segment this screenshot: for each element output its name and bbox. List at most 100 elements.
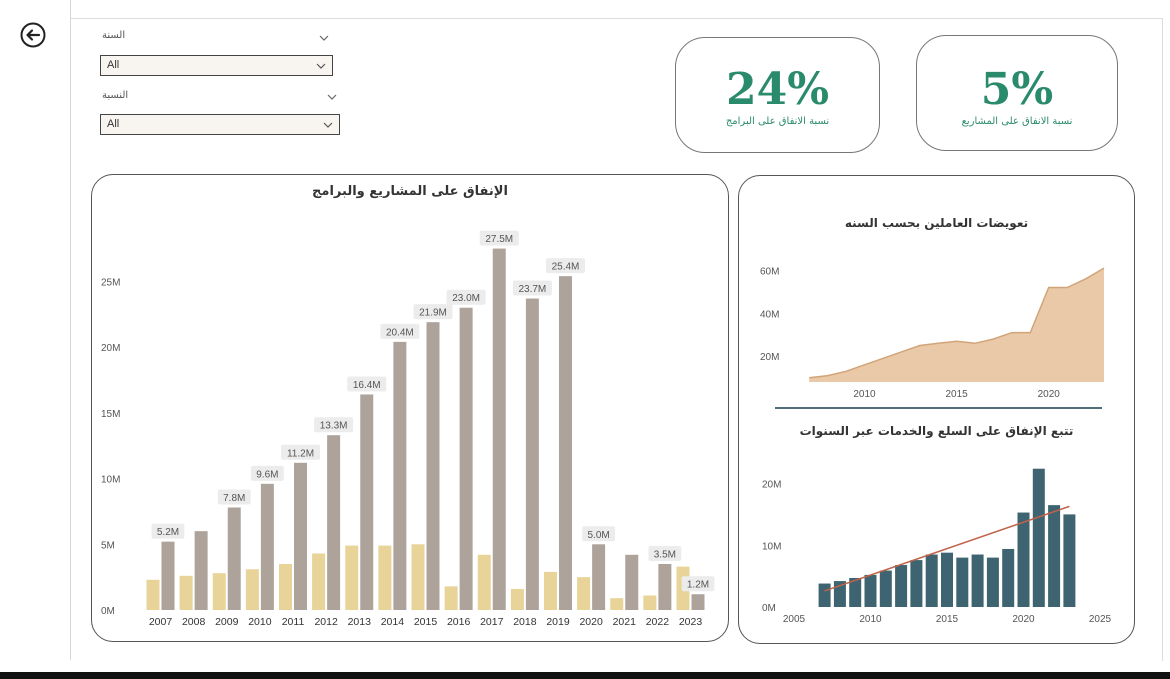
bar — [895, 565, 908, 607]
bar-series-1 — [312, 553, 326, 610]
x-tick-label: 2015 — [414, 616, 438, 628]
x-tick-label: 2018 — [513, 616, 537, 628]
x-tick-label: 2025 — [1089, 614, 1112, 625]
bar-series-2 — [658, 564, 672, 610]
report-canvas — [70, 18, 1163, 661]
bar — [849, 577, 862, 607]
back-arrow-icon[interactable] — [20, 22, 46, 48]
bar-series-2 — [194, 531, 208, 610]
y-tick-label: 0M — [101, 606, 115, 617]
bar-series-2 — [327, 435, 341, 610]
data-label-bg — [546, 258, 585, 274]
data-label: 23.0M — [452, 293, 480, 304]
bar-series-2 — [227, 507, 241, 610]
kpi-programs-value: 24% — [725, 64, 830, 115]
kpi-programs-label: نسبة الانفاق على البرامج — [725, 116, 830, 127]
bar-series-1 — [643, 595, 657, 610]
year-filter-dropdown[interactable]: All — [100, 55, 333, 76]
area-fill — [809, 268, 1104, 382]
bar-series-2 — [360, 394, 374, 610]
y-tick-label: 20M — [760, 352, 779, 363]
data-label-bg — [582, 526, 616, 542]
x-tick-label: 2020 — [1012, 614, 1035, 625]
divider — [775, 407, 1102, 409]
chart-title: تتبع الإنفاق على السلع والخدمات عبر السن… — [799, 424, 1074, 438]
bar-series-1 — [179, 575, 193, 610]
bar — [925, 554, 938, 607]
bar — [879, 570, 892, 607]
data-label-bg — [314, 417, 354, 433]
kpi-card-programs: 24% نسبة الانفاق على البرامج — [675, 37, 880, 153]
data-label: 7.8M — [223, 493, 245, 504]
chevron-down-icon[interactable] — [327, 94, 337, 100]
data-label-bg — [151, 523, 185, 539]
bar-series-1 — [345, 545, 359, 610]
year-filter-value: All — [107, 59, 120, 71]
x-tick-label: 2013 — [348, 616, 372, 628]
bar-series-1 — [477, 554, 491, 610]
bar — [1063, 514, 1076, 607]
y-tick-label: 10M — [101, 475, 120, 486]
data-label: 20.4M — [386, 327, 414, 338]
bar-series-2 — [161, 541, 175, 610]
x-tick-label: 2015 — [936, 614, 959, 625]
bar — [1032, 468, 1045, 607]
x-tick-label: 2010 — [859, 614, 882, 625]
x-tick-label: 2008 — [182, 616, 206, 628]
bar-series-1 — [245, 569, 259, 610]
bar — [941, 552, 953, 607]
data-label: 13.3M — [320, 421, 348, 432]
bar — [910, 560, 923, 607]
data-label-bg — [347, 376, 387, 392]
y-tick-label: 20M — [762, 480, 781, 491]
bar — [1017, 512, 1030, 607]
data-label-bg — [380, 323, 420, 339]
y-tick-label: 15M — [101, 409, 120, 420]
x-tick-label: 2010 — [248, 616, 272, 628]
bar-series-1 — [444, 586, 458, 610]
bar-series-1 — [146, 579, 160, 610]
bar-series-2 — [294, 462, 307, 610]
data-label: 21.9M — [419, 308, 447, 319]
chart-title: تعويضات العاملين بحسب السنه — [844, 216, 1029, 230]
bar-series-2 — [426, 322, 440, 610]
data-label: 5.0M — [588, 530, 610, 541]
bar-series-1 — [544, 571, 557, 610]
data-label-bg — [250, 465, 284, 481]
x-tick-label: 2021 — [613, 616, 637, 628]
data-label: 25.4M — [552, 262, 580, 273]
goods-services-bar-chart: 0M 10M 20M 2005 2010 2015 2020 2025 — [762, 468, 1112, 625]
data-label-bg — [479, 230, 519, 246]
bar-series-1 — [510, 588, 524, 610]
x-tick-label: 2007 — [149, 616, 173, 628]
data-label: 23.7M — [518, 284, 546, 295]
x-tick-label: 2009 — [215, 616, 239, 628]
data-label-bg — [446, 289, 486, 305]
chevron-down-icon — [316, 63, 326, 69]
data-label: 11.2M — [287, 448, 314, 459]
bar-series-2 — [459, 307, 473, 610]
x-tick-label: 2022 — [646, 616, 670, 628]
x-tick-label: 2010 — [853, 389, 876, 400]
bar-series-2 — [592, 544, 606, 610]
chevron-down-icon[interactable] — [319, 35, 329, 41]
bar-series-2 — [691, 594, 705, 610]
bar — [986, 557, 999, 607]
y-tick-label: 10M — [762, 541, 781, 552]
x-tick-label: 2020 — [1038, 389, 1061, 400]
bar — [971, 554, 984, 607]
bar-series-2 — [559, 276, 572, 610]
projects-programs-chart-card — [91, 174, 729, 642]
x-tick-label: 2014 — [381, 616, 405, 628]
y-tick-label: 0M — [762, 603, 776, 614]
bar — [1002, 548, 1015, 607]
bar — [864, 574, 877, 607]
bar-series-1 — [610, 598, 624, 610]
x-tick-label: 2005 — [783, 614, 806, 625]
bar-series-1 — [279, 564, 292, 610]
bar — [833, 581, 846, 607]
ratio-filter-dropdown[interactable]: All — [100, 114, 340, 135]
left-rail — [0, 0, 71, 660]
bottom-bar — [0, 672, 1170, 679]
bar — [818, 583, 831, 607]
